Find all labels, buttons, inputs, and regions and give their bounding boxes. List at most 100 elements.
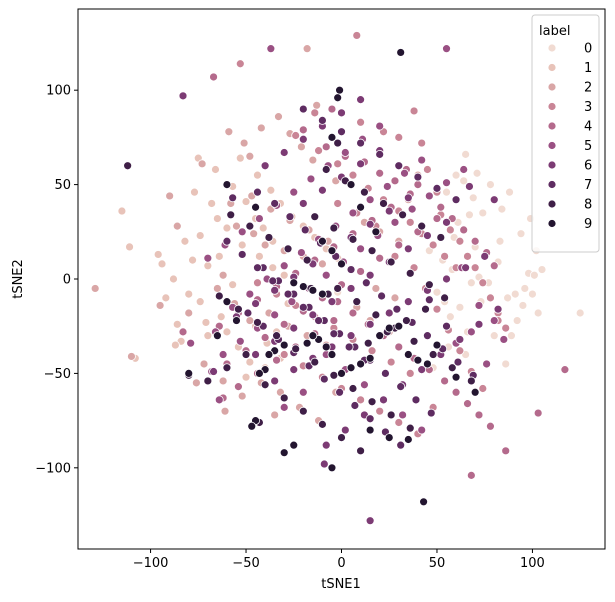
point-label-1 xyxy=(184,289,194,299)
point-label-1 xyxy=(195,297,205,307)
point-label-8 xyxy=(233,304,243,314)
point-label-9 xyxy=(365,425,375,435)
point-label-3 xyxy=(470,263,480,273)
legend-marker xyxy=(547,180,557,189)
point-label-4 xyxy=(260,333,270,342)
point-label-6 xyxy=(365,219,375,229)
point-label-2 xyxy=(245,316,255,325)
point-label-4 xyxy=(375,253,385,263)
point-label-5 xyxy=(356,244,365,254)
point-label-2 xyxy=(218,376,228,386)
point-label-5 xyxy=(466,327,476,337)
point-label-5 xyxy=(442,178,451,188)
point-label-5 xyxy=(298,387,308,397)
point-label-4 xyxy=(451,387,461,397)
point-label-9 xyxy=(356,202,365,212)
point-label-4 xyxy=(394,240,404,250)
point-label-7 xyxy=(253,263,262,273)
point-label-7 xyxy=(396,382,406,392)
point-label-5 xyxy=(289,187,299,197)
point-label-8 xyxy=(333,284,343,293)
point-label-2 xyxy=(270,410,280,420)
point-label-0 xyxy=(533,308,543,318)
point-label-5 xyxy=(390,217,400,227)
point-label-8 xyxy=(436,233,446,242)
legend-marker xyxy=(547,121,557,131)
legend-marker xyxy=(547,141,557,150)
point-label-1 xyxy=(254,251,264,261)
point-label-1 xyxy=(222,327,232,337)
point-label-0 xyxy=(501,359,511,369)
point-label-9 xyxy=(356,359,365,369)
point-label-5 xyxy=(297,248,306,257)
point-label-8 xyxy=(367,397,377,407)
point-label-6 xyxy=(461,263,471,273)
point-label-9 xyxy=(247,421,257,431)
point-label-3 xyxy=(405,369,415,378)
point-label-5 xyxy=(489,316,499,325)
point-label-5 xyxy=(266,44,276,54)
point-label-4 xyxy=(178,327,188,337)
point-label-9 xyxy=(318,289,327,299)
point-label-8 xyxy=(402,316,411,325)
point-label-2 xyxy=(184,308,194,318)
point-label-6 xyxy=(417,365,427,375)
point-label-2 xyxy=(127,352,136,361)
point-label-6 xyxy=(403,193,413,203)
point-label-0 xyxy=(507,331,516,341)
x-tick-label: 100 xyxy=(520,556,545,571)
point-label-4 xyxy=(413,180,423,189)
point-label-9 xyxy=(251,202,260,212)
point-label-7 xyxy=(424,295,434,305)
legend-entry-label: 8 xyxy=(584,198,592,213)
point-label-7 xyxy=(413,172,423,182)
point-label-3 xyxy=(428,240,438,250)
x-tick-label: 50 xyxy=(429,556,446,571)
point-label-1 xyxy=(125,242,134,252)
point-label-8 xyxy=(310,357,320,367)
point-label-4 xyxy=(394,342,404,352)
point-label-9 xyxy=(308,331,318,341)
point-label-8 xyxy=(203,376,213,386)
point-label-8 xyxy=(398,210,408,220)
point-label-8 xyxy=(123,161,133,171)
point-label-1 xyxy=(169,274,178,284)
point-label-8 xyxy=(348,384,358,393)
point-label-3 xyxy=(445,225,455,235)
point-label-5 xyxy=(424,191,434,201)
point-label-4 xyxy=(348,308,358,318)
point-label-5 xyxy=(398,410,408,420)
point-label-7 xyxy=(411,395,421,405)
point-label-8 xyxy=(424,280,434,290)
point-label-9 xyxy=(396,48,406,57)
point-label-6 xyxy=(379,395,388,405)
point-label-7 xyxy=(423,331,432,341)
legend-marker xyxy=(547,219,557,228)
point-label-6 xyxy=(298,199,308,208)
point-label-6 xyxy=(270,285,280,295)
point-label-0 xyxy=(486,180,495,189)
point-label-1 xyxy=(279,270,289,280)
point-label-3 xyxy=(348,170,358,180)
y-tick-label: 0 xyxy=(63,273,71,288)
point-label-7 xyxy=(228,193,238,203)
point-label-9 xyxy=(432,340,442,350)
point-label-1 xyxy=(180,236,190,246)
y-axis: −100 −50 0 50 100 xyxy=(35,84,78,476)
point-label-5 xyxy=(270,310,280,320)
point-label-6 xyxy=(279,148,289,157)
point-label-6 xyxy=(321,440,331,450)
point-label-5 xyxy=(382,182,392,191)
point-label-9 xyxy=(222,297,232,307)
point-label-7 xyxy=(394,161,404,171)
point-label-5 xyxy=(375,121,385,131)
point-label-2 xyxy=(297,142,306,152)
point-label-6 xyxy=(423,231,432,240)
legend-marker xyxy=(547,160,557,170)
point-label-6 xyxy=(270,376,280,386)
point-label-8 xyxy=(298,406,308,416)
point-label-4 xyxy=(459,225,469,235)
point-label-7 xyxy=(270,199,280,208)
point-label-3 xyxy=(352,31,362,40)
point-label-8 xyxy=(363,338,373,348)
